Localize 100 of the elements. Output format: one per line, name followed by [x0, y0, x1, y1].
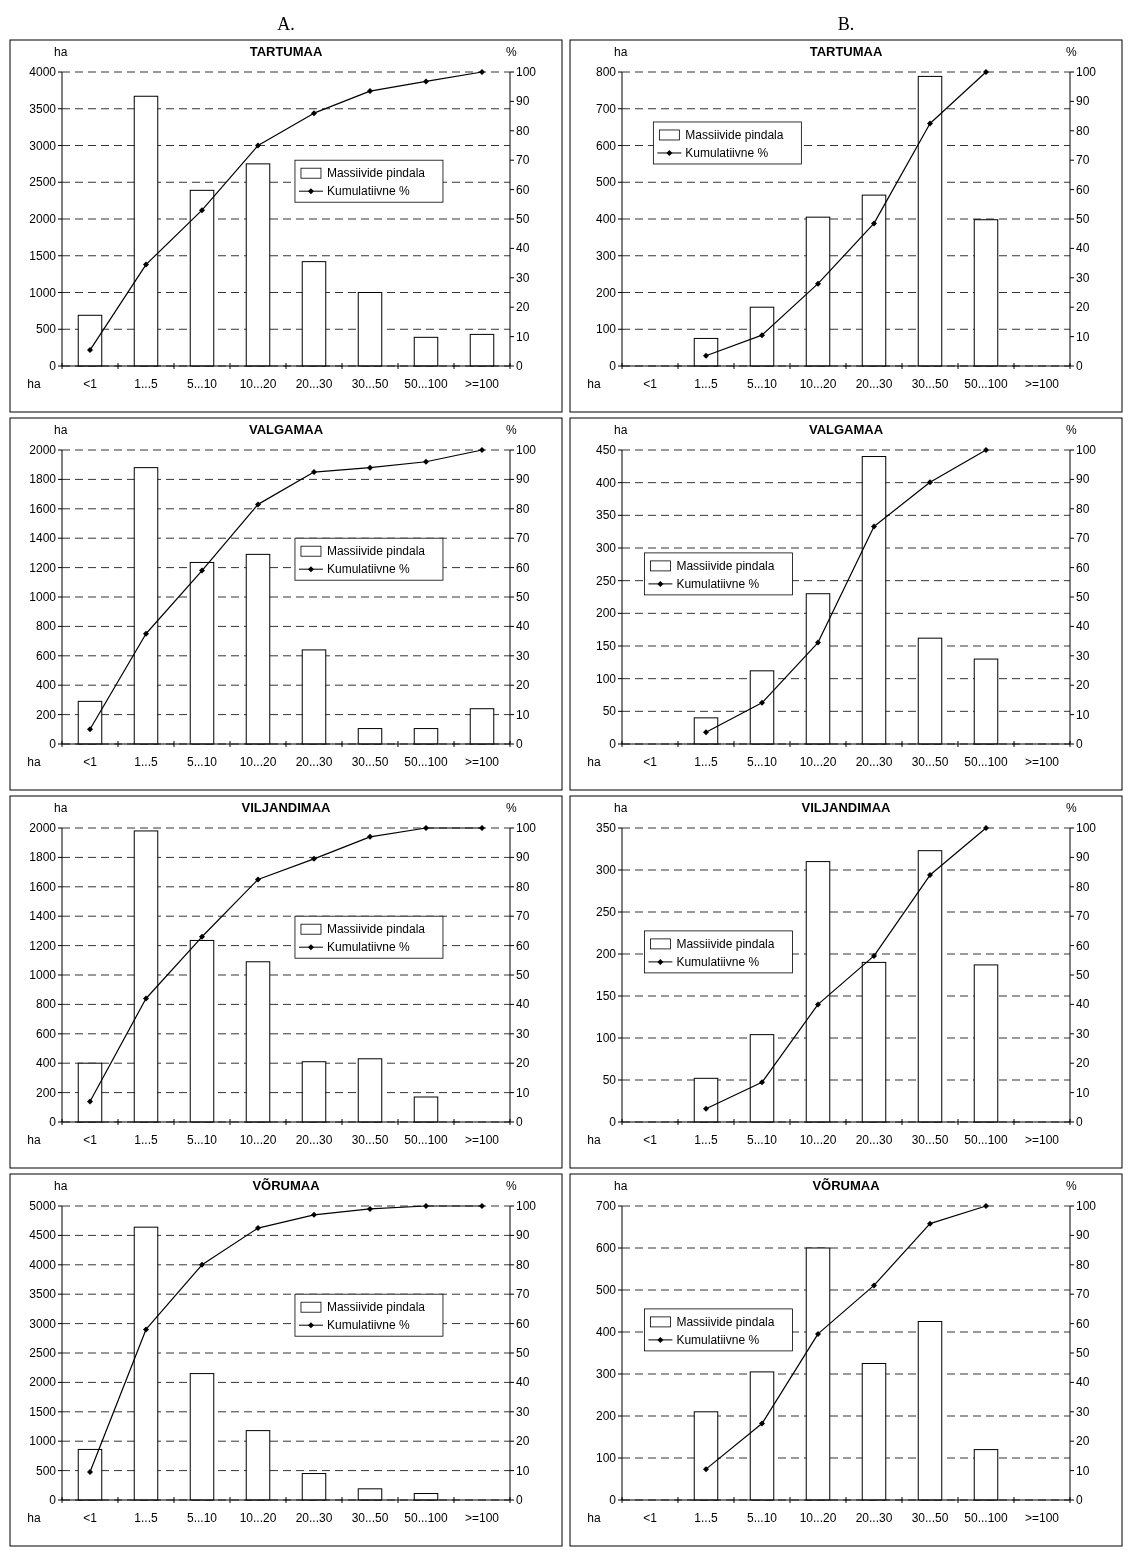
- x-tick-label: 30...50: [911, 1133, 949, 1147]
- legend-label: Kumulatiivne %: [326, 184, 410, 199]
- point: [815, 639, 821, 646]
- y2-tick-label: 80: [516, 501, 530, 516]
- point: [143, 1326, 149, 1333]
- y-tick-label: 200: [595, 1409, 617, 1423]
- y-tick-label: 0: [49, 1493, 57, 1507]
- y-tick-label: 200: [595, 285, 617, 300]
- x-tick-label: 5...10: [186, 1511, 218, 1525]
- y2-tick-label: 50: [516, 590, 530, 604]
- y2-tick-label: 30: [516, 1026, 530, 1041]
- y2-tick-label: 0: [516, 737, 523, 751]
- x-tick-label: 1...5: [134, 1133, 158, 1147]
- point: [927, 120, 933, 127]
- y-tick-label: 100: [595, 1451, 617, 1465]
- y-tick-label: 2000: [29, 443, 57, 457]
- y2-tick-label: 20: [516, 1056, 530, 1071]
- y2-tick-label: 90: [516, 850, 530, 865]
- y-tick-label: 350: [595, 508, 617, 523]
- y-tick-label: 1600: [29, 879, 57, 894]
- y-tick-label: 0: [609, 1493, 617, 1507]
- y2-tick-label: 40: [516, 619, 530, 634]
- y2-tick-label: 40: [1076, 619, 1090, 634]
- y-axis-title: ha: [614, 423, 628, 437]
- y-tick-label: 2000: [29, 212, 57, 226]
- y2-tick-label: 30: [1076, 648, 1090, 663]
- point: [367, 88, 373, 95]
- y-tick-label: 1400: [29, 531, 57, 546]
- y-tick-label: 0: [609, 737, 617, 751]
- y2-axis-title: %: [1066, 1179, 1077, 1193]
- y-tick-label: 0: [609, 1115, 617, 1129]
- y2-tick-label: 50: [1076, 212, 1090, 226]
- x-tick-label: 5...10: [746, 377, 778, 391]
- y-tick-label: 3000: [29, 1316, 57, 1331]
- x-tick-label: <1: [83, 1511, 98, 1525]
- x-tick-label: 20...30: [295, 1133, 333, 1147]
- y-tick-label: 2500: [29, 175, 57, 190]
- point: [479, 447, 485, 453]
- point: [423, 458, 429, 465]
- x-tick-label: 30...50: [351, 1133, 389, 1147]
- point: [311, 855, 317, 862]
- point: [871, 220, 877, 227]
- y2-tick-label: 0: [516, 359, 523, 373]
- y2-tick-label: 40: [516, 997, 530, 1012]
- x-tick-label: 50...100: [404, 1133, 449, 1147]
- y-tick-label: 1800: [29, 850, 57, 865]
- y2-tick-label: 20: [1076, 1056, 1090, 1071]
- chart-title: VILJANDIMAA: [801, 800, 892, 815]
- legend-label: Kumulatiivne %: [676, 1332, 760, 1347]
- y2-tick-label: 60: [1076, 1316, 1090, 1331]
- point: [815, 280, 821, 287]
- x-tick-label: 5...10: [746, 1511, 778, 1525]
- y-tick-label: 2000: [29, 821, 57, 835]
- y-tick-label: 800: [35, 619, 57, 634]
- y-tick-label: 1800: [29, 472, 57, 487]
- y-tick-label: 150: [595, 639, 617, 653]
- y-tick-label: 2000: [29, 1375, 57, 1390]
- y-axis-title: ha: [54, 45, 68, 59]
- x-tick-label: 1...5: [694, 1133, 718, 1147]
- x-tick-label: 50...100: [404, 755, 449, 769]
- y-tick-label: 200: [595, 606, 617, 621]
- y-tick-label: 1500: [29, 1404, 57, 1419]
- y2-tick-label: 20: [516, 300, 530, 315]
- x-tick-label: 10...20: [799, 1511, 837, 1525]
- x-tick-label: 10...20: [239, 377, 277, 391]
- chart-title: VALGAMAA: [808, 422, 884, 437]
- y-tick-label: 250: [595, 905, 617, 919]
- point: [199, 933, 205, 940]
- y2-tick-label: 20: [1076, 678, 1090, 693]
- point: [927, 479, 933, 486]
- x-tick-label: <1: [643, 377, 658, 391]
- y2-tick-label: 0: [1076, 359, 1083, 373]
- point: [703, 352, 709, 359]
- legend-label: Kumulatiivne %: [676, 954, 760, 969]
- y2-tick-label: 90: [516, 1228, 530, 1243]
- y2-axis-title: %: [506, 801, 517, 815]
- y2-tick-label: 70: [1076, 1287, 1090, 1302]
- y2-tick-label: 10: [1076, 1463, 1090, 1478]
- text: A.: [277, 14, 295, 34]
- y-tick-label: 600: [35, 1026, 57, 1041]
- x-tick-label: >=100: [1024, 1133, 1060, 1147]
- x-tick-label: >=100: [464, 755, 500, 769]
- x-tick-label: 1...5: [134, 755, 158, 769]
- y2-tick-label: 80: [516, 879, 530, 894]
- y-tick-label: 500: [595, 1283, 617, 1297]
- legend-label: Massiivide pindala: [676, 558, 775, 573]
- x-tick-label: 1...5: [134, 1511, 158, 1525]
- x-tick-label: 30...50: [351, 377, 389, 391]
- y2-tick-label: 90: [1076, 94, 1090, 109]
- point: [199, 567, 205, 574]
- point: [479, 825, 485, 831]
- point: [983, 825, 989, 831]
- point: [367, 464, 373, 471]
- chart-title: TARTUMAA: [809, 44, 883, 59]
- y2-tick-label: 50: [516, 212, 530, 226]
- y2-tick-label: 40: [516, 1375, 530, 1390]
- point: [423, 78, 429, 85]
- chart-title: VALGAMAA: [248, 422, 324, 437]
- y2-tick-label: 60: [1076, 182, 1090, 197]
- x-tick-label: <1: [643, 1511, 658, 1525]
